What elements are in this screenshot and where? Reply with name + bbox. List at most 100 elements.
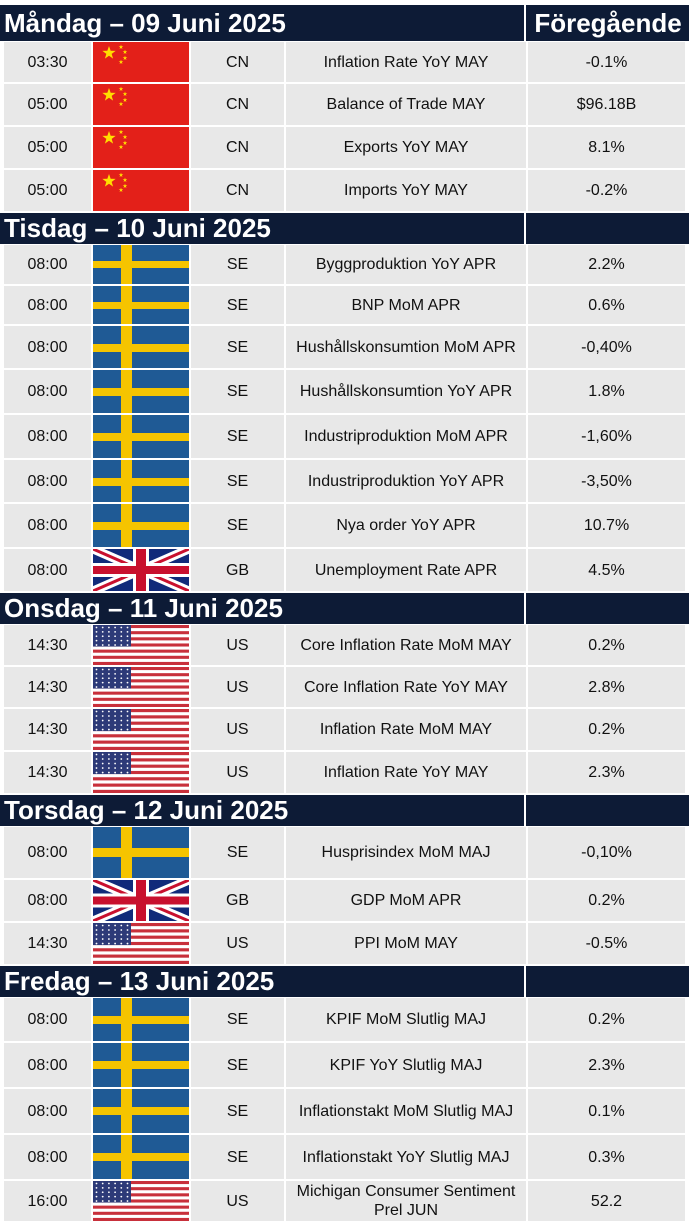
- se-flag-icon: [93, 415, 189, 458]
- event-name: KPIF MoM Slutlig MAJ: [286, 998, 526, 1041]
- country-code: US: [191, 923, 284, 964]
- table-row: 08:00 GB GDP MoM APR 0.2%: [4, 880, 685, 923]
- gb-flag-icon: [93, 880, 189, 921]
- country-code: US: [191, 709, 284, 750]
- country-code: SE: [191, 1135, 284, 1179]
- event-name: Hushållskonsumtion MoM APR: [286, 326, 526, 368]
- country-code: CN: [191, 170, 284, 211]
- event-name: Husprisindex MoM MAJ: [286, 827, 526, 878]
- event-name: PPI MoM MAY: [286, 923, 526, 964]
- event-name: Inflationstakt YoY Slutlig MAJ: [286, 1135, 526, 1179]
- se-flag-icon: [93, 504, 189, 547]
- previous-value: 0.2%: [528, 880, 685, 921]
- event-name: Inflation Rate YoY MAY: [286, 42, 526, 82]
- day-header: Onsdag – 11 Juni 2025: [0, 593, 689, 624]
- cn-flag-icon: [93, 84, 189, 125]
- cn-flag-icon: [93, 170, 189, 211]
- column-header-previous: Föregående: [534, 7, 682, 38]
- event-time: 14:30: [4, 752, 91, 793]
- table-row: 14:30 US Inflation Rate YoY MAY 2.3%: [4, 752, 685, 795]
- previous-value: 2.3%: [528, 1043, 685, 1087]
- header-divider: [524, 795, 526, 826]
- us-flag-icon: [93, 923, 189, 964]
- se-flag-icon: [93, 998, 189, 1041]
- previous-value: 2.3%: [528, 752, 685, 793]
- previous-value: 0.6%: [528, 286, 685, 324]
- previous-value: 8.1%: [528, 127, 685, 168]
- event-name: Core Inflation Rate MoM MAY: [286, 625, 526, 665]
- table-row: 08:00 SE Inflationstakt MoM Slutlig MAJ 0.1…: [4, 1089, 685, 1135]
- previous-value: 4.5%: [528, 549, 685, 591]
- table-row: 08:00 SE KPIF YoY Slutlig MAJ 2.3%: [4, 1043, 685, 1089]
- se-flag-icon: [93, 1089, 189, 1133]
- previous-value: -1,60%: [528, 415, 685, 458]
- event-time: 08:00: [4, 415, 91, 458]
- event-time: 08:00: [4, 326, 91, 368]
- event-name: Hushållskonsumtion YoY APR: [286, 370, 526, 413]
- previous-value: -0,40%: [528, 326, 685, 368]
- event-time: 08:00: [4, 1043, 91, 1087]
- table-row: 05:00 CN Exports YoY MAY 8.1%: [4, 127, 685, 170]
- country-code: US: [191, 667, 284, 707]
- previous-value: -0.5%: [528, 923, 685, 964]
- us-flag-icon: [93, 1181, 189, 1221]
- previous-value: 1.8%: [528, 370, 685, 413]
- table-row: 05:00 CN Balance of Trade MAY $96.18B: [4, 84, 685, 127]
- table-row: 08:00 SE Hushållskonsumtion YoY APR 1.8%: [4, 370, 685, 415]
- country-code: SE: [191, 827, 284, 878]
- country-code: US: [191, 1181, 284, 1221]
- table-row: 08:00 SE Hushållskonsumtion MoM APR -0,40%: [4, 326, 685, 370]
- event-name: Imports YoY MAY: [286, 170, 526, 211]
- header-divider: [524, 966, 526, 997]
- country-code: SE: [191, 415, 284, 458]
- event-time: 08:00: [4, 504, 91, 547]
- country-code: CN: [191, 42, 284, 82]
- country-code: US: [191, 625, 284, 665]
- se-flag-icon: [93, 245, 189, 284]
- event-time: 05:00: [4, 84, 91, 125]
- table-row: 08:00 SE Industriproduktion YoY APR -3,50%: [4, 460, 685, 504]
- table-row: 14:30 US PPI MoM MAY -0.5%: [4, 923, 685, 966]
- cn-flag-icon: [93, 42, 189, 82]
- event-time: 08:00: [4, 998, 91, 1041]
- us-flag-icon: [93, 667, 189, 707]
- previous-value: 52.2: [528, 1181, 685, 1221]
- table-row: 08:00 SE BNP MoM APR 0.6%: [4, 286, 685, 326]
- country-code: SE: [191, 326, 284, 368]
- country-code: SE: [191, 998, 284, 1041]
- event-name: Industriproduktion YoY APR: [286, 460, 526, 502]
- us-flag-icon: [93, 625, 189, 665]
- country-code: SE: [191, 245, 284, 284]
- day-title: Måndag – 09 Juni 2025: [4, 7, 286, 38]
- event-time: 08:00: [4, 370, 91, 413]
- day-title: Torsdag – 12 Juni 2025: [4, 795, 289, 825]
- table-row: 08:00 SE Industriproduktion MoM APR -1,60%: [4, 415, 685, 460]
- country-code: SE: [191, 460, 284, 502]
- event-time: 08:00: [4, 1089, 91, 1133]
- table-row: 08:00 SE Nya order YoY APR 10.7%: [4, 504, 685, 549]
- se-flag-icon: [93, 1135, 189, 1179]
- previous-value: 0.2%: [528, 998, 685, 1041]
- se-flag-icon: [93, 827, 189, 878]
- event-time: 14:30: [4, 625, 91, 665]
- event-time: 14:30: [4, 923, 91, 964]
- day-header: Torsdag – 12 Juni 2025: [0, 795, 689, 826]
- table-row: 14:30 US Inflation Rate MoM MAY 0.2%: [4, 709, 685, 752]
- event-time: 05:00: [4, 170, 91, 211]
- day-header: Måndag – 09 Juni 2025 Föregående: [0, 5, 689, 41]
- event-time: 08:00: [4, 549, 91, 591]
- event-name: BNP MoM APR: [286, 286, 526, 324]
- country-code: SE: [191, 1089, 284, 1133]
- day-title: Fredag – 13 Juni 2025: [4, 966, 275, 996]
- event-name: Inflation Rate YoY MAY: [286, 752, 526, 793]
- event-name: Industriproduktion MoM APR: [286, 415, 526, 458]
- previous-value: 0.2%: [528, 625, 685, 665]
- table-row: 08:00 SE Inflationstakt YoY Slutlig MAJ 0.3…: [4, 1135, 685, 1181]
- country-code: GB: [191, 880, 284, 921]
- event-name: GDP MoM APR: [286, 880, 526, 921]
- event-name: Exports YoY MAY: [286, 127, 526, 168]
- country-code: CN: [191, 84, 284, 125]
- event-name: Nya order YoY APR: [286, 504, 526, 547]
- day-title: Onsdag – 11 Juni 2025: [4, 593, 283, 623]
- previous-value: 0.1%: [528, 1089, 685, 1133]
